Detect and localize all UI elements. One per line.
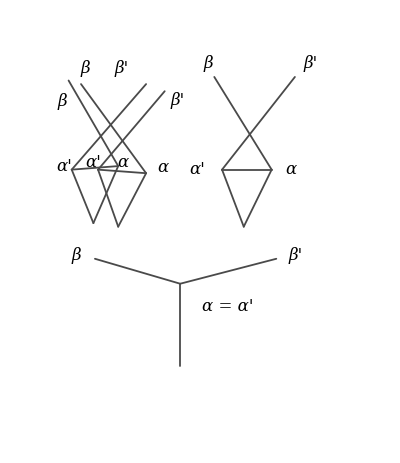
Text: α: α — [117, 154, 128, 171]
Text: α: α — [286, 161, 297, 178]
Text: α = α': α = α' — [202, 298, 254, 315]
Text: β': β' — [289, 247, 303, 264]
Text: β': β' — [114, 60, 128, 77]
Text: α': α' — [86, 154, 101, 171]
Text: β': β' — [303, 55, 318, 72]
Text: α': α' — [56, 157, 72, 175]
Text: β: β — [71, 247, 81, 264]
Text: α: α — [157, 159, 168, 176]
Text: β: β — [58, 94, 67, 110]
Text: β: β — [81, 60, 90, 77]
Text: β: β — [203, 55, 213, 72]
Text: α': α' — [189, 161, 205, 178]
Text: β': β' — [171, 92, 185, 109]
